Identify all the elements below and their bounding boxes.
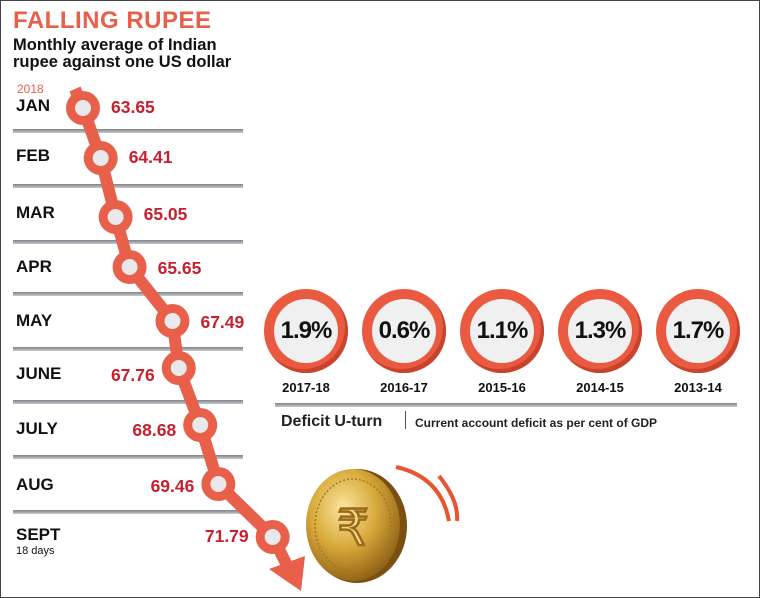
data-point: [255, 520, 290, 554]
cad-value: 0.6%: [372, 299, 436, 363]
arrow-head: [269, 556, 305, 591]
data-point: [155, 304, 190, 338]
data-point: [201, 467, 236, 501]
month-label: MAY: [16, 311, 53, 330]
data-label: 68.68: [132, 420, 177, 440]
row-divider: [13, 400, 243, 404]
data-label: 67.49: [200, 312, 245, 332]
cad-ring: 0.6%: [362, 289, 446, 373]
data-label: 64.41: [128, 147, 173, 167]
cad-year-label: 2013-14: [674, 380, 722, 395]
cad-value: 1.3%: [568, 299, 632, 363]
chart-subtitle: Monthly average of Indian rupee against …: [13, 36, 232, 71]
year-label: 2018: [17, 82, 44, 96]
data-point: [83, 141, 118, 175]
data-point: [183, 408, 218, 442]
month-label: JUNE: [16, 364, 62, 383]
cad-value: 1.7%: [666, 299, 730, 363]
data-label: 69.46: [150, 476, 195, 496]
row-divider: [13, 347, 243, 351]
cad-divider: [275, 403, 737, 407]
data-point: [66, 91, 100, 125]
chart-title: FALLING RUPEE: [13, 7, 212, 34]
data-label: 67.76: [110, 365, 155, 385]
month-label: JULY: [16, 419, 58, 438]
data-point: [112, 250, 147, 284]
cad-value: 1.1%: [470, 299, 534, 363]
row-divider: [13, 292, 243, 296]
data-label: 65.65: [157, 258, 202, 278]
row-divider: [13, 455, 243, 459]
cad-value: 1.9%: [274, 299, 338, 363]
row-divider: [13, 184, 243, 188]
cad-ring: 1.7%: [656, 289, 740, 373]
row-divider: [13, 510, 243, 514]
cad-year-label: 2014-15: [576, 380, 624, 395]
data-label: 65.05: [143, 204, 188, 224]
cad-year-label: 2015-16: [478, 380, 526, 395]
cad-year-label: 2016-17: [380, 380, 428, 395]
data-point: [161, 351, 196, 385]
cad-separator: [405, 411, 406, 429]
month-label: JAN: [16, 96, 51, 115]
cad-ring: 1.3%: [558, 289, 642, 373]
row-divider: [13, 129, 243, 133]
month-label: AUG: [16, 475, 54, 494]
month-label: SEPT: [16, 525, 61, 544]
month-label: APR: [16, 257, 52, 276]
cad-title: Deficit U-turn: [281, 413, 383, 430]
sept-note: 18 days: [16, 545, 55, 557]
month-label: FEB: [16, 146, 50, 165]
cad-year-label: 2017-18: [282, 380, 330, 395]
cad-subtitle: Current account deficit as per cent of G…: [415, 416, 658, 430]
data-label: 71.79: [204, 526, 249, 546]
data-label: 63.65: [111, 97, 155, 117]
data-point: [98, 200, 133, 234]
cad-ring: 1.9%: [264, 289, 348, 373]
month-label: MAR: [16, 203, 55, 222]
cad-ring: 1.1%: [460, 289, 544, 373]
